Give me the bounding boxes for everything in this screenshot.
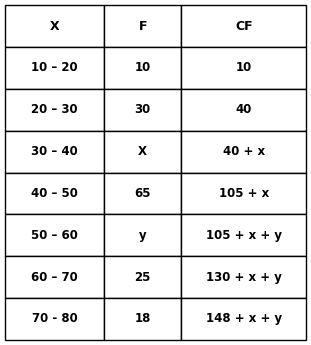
Text: 30 – 40: 30 – 40 [31,145,78,158]
Bar [181,47,306,89]
Text: 40 + x: 40 + x [223,145,265,158]
Text: 10: 10 [236,61,252,75]
Text: 10 – 20: 10 – 20 [31,61,78,75]
Text: X: X [138,145,147,158]
Bar [181,172,306,214]
Text: CF: CF [235,20,253,32]
Bar [181,214,306,256]
Bar [5,172,104,214]
Text: F: F [138,20,147,32]
Bar [104,5,181,47]
Bar [104,214,181,256]
Text: 60 – 70: 60 – 70 [31,270,78,284]
Bar [104,298,181,340]
Bar [181,89,306,131]
Bar [104,172,181,214]
Text: 70 - 80: 70 - 80 [31,313,77,325]
Bar [104,89,181,131]
Bar [5,47,104,89]
Bar [5,214,104,256]
Bar [5,89,104,131]
Text: y: y [139,229,146,242]
Text: 30: 30 [135,103,151,116]
Text: 50 – 60: 50 – 60 [31,229,78,242]
Bar [104,47,181,89]
Text: 10: 10 [135,61,151,75]
Bar [181,256,306,298]
Text: 18: 18 [134,313,151,325]
Bar [5,5,104,47]
Text: 105 + x: 105 + x [219,187,269,200]
Text: 105 + x + y: 105 + x + y [206,229,282,242]
Bar [5,256,104,298]
Text: 40: 40 [235,103,252,116]
Bar [181,298,306,340]
Text: 20 – 30: 20 – 30 [31,103,78,116]
Bar [104,131,181,172]
Text: 130 + x + y: 130 + x + y [206,270,282,284]
Bar [5,131,104,172]
Bar [104,256,181,298]
Text: 148 + x + y: 148 + x + y [206,313,282,325]
Text: 25: 25 [134,270,151,284]
Text: X: X [50,20,59,32]
Text: 40 – 50: 40 – 50 [31,187,78,200]
Bar [5,298,104,340]
Text: 65: 65 [134,187,151,200]
Bar [181,131,306,172]
Bar [181,5,306,47]
